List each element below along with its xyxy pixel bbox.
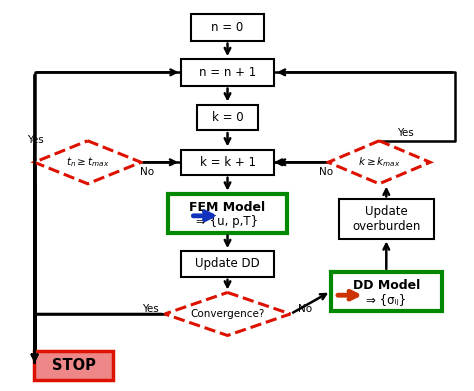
Text: k = 0: k = 0	[212, 111, 243, 124]
Text: Update DD: Update DD	[195, 257, 260, 271]
Polygon shape	[164, 292, 290, 335]
Polygon shape	[34, 141, 141, 184]
FancyBboxPatch shape	[181, 150, 273, 175]
Text: ⇒ {σᵢⱼ}: ⇒ {σᵢⱼ}	[366, 293, 406, 307]
Text: Yes: Yes	[142, 304, 159, 314]
Polygon shape	[328, 141, 430, 184]
Text: Convergence?: Convergence?	[191, 309, 264, 319]
FancyBboxPatch shape	[339, 199, 434, 239]
Text: FEM Model: FEM Model	[190, 201, 265, 214]
Text: No: No	[140, 167, 154, 178]
FancyBboxPatch shape	[331, 272, 442, 311]
Text: n = 0: n = 0	[211, 21, 244, 34]
FancyBboxPatch shape	[191, 14, 264, 41]
Text: No: No	[319, 167, 333, 178]
Text: ⇒ {u, p,T}: ⇒ {u, p,T}	[196, 215, 259, 228]
Text: No: No	[298, 304, 312, 314]
FancyBboxPatch shape	[181, 59, 273, 86]
Text: STOP: STOP	[52, 358, 95, 373]
FancyBboxPatch shape	[181, 251, 273, 277]
Text: Update
overburden: Update overburden	[352, 205, 420, 233]
Text: $k \geq k_{max}$: $k \geq k_{max}$	[358, 155, 401, 169]
Text: $t_n \geq t_{max}$: $t_n \geq t_{max}$	[66, 155, 109, 169]
FancyBboxPatch shape	[168, 194, 287, 233]
Text: n = n + 1: n = n + 1	[199, 66, 256, 79]
Text: DD Model: DD Model	[353, 279, 420, 292]
FancyBboxPatch shape	[34, 351, 112, 380]
Text: Yes: Yes	[397, 127, 414, 138]
FancyBboxPatch shape	[197, 105, 258, 130]
Text: Yes: Yes	[27, 135, 44, 145]
Text: k = k + 1: k = k + 1	[200, 156, 255, 169]
